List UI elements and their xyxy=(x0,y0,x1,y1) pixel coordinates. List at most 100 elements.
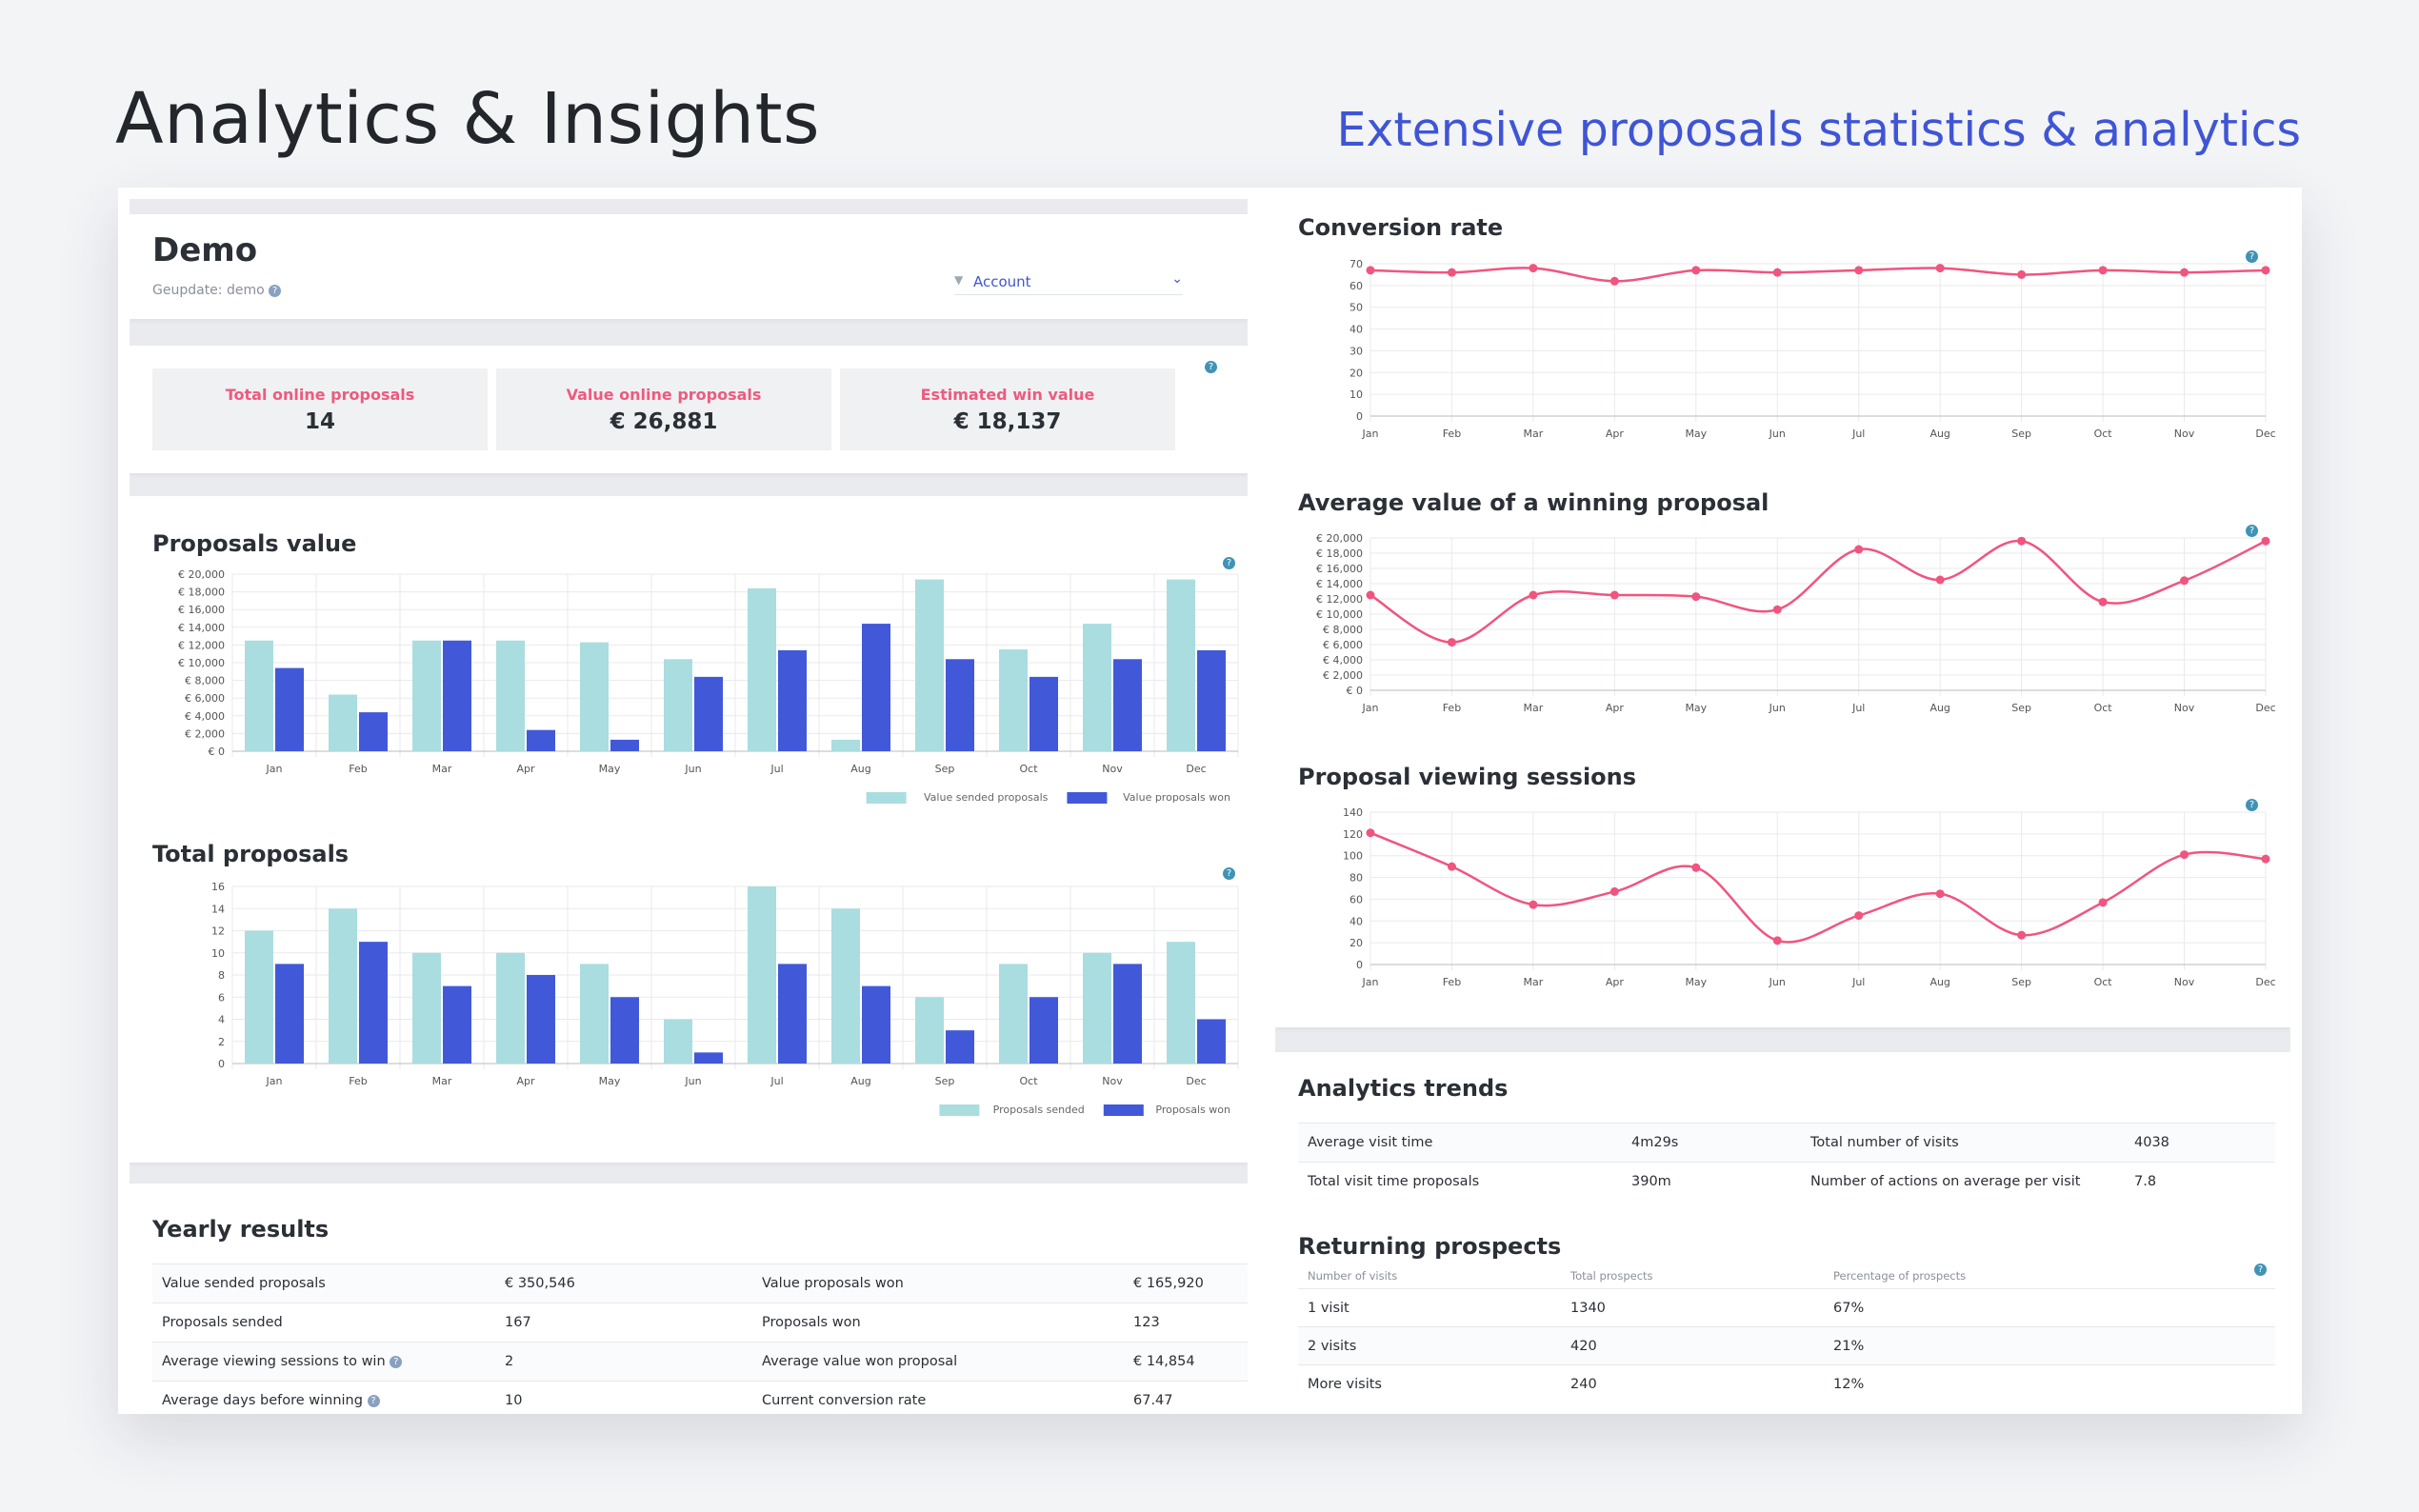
x-tick-label: Nov xyxy=(2174,702,2195,714)
table-cell: 167 xyxy=(495,1303,752,1343)
y-tick-label: 0 xyxy=(1356,959,1363,971)
x-tick-label: Aug xyxy=(1929,976,1949,988)
x-tick-label: Mar xyxy=(1524,702,1544,714)
y-tick-label: € 20,000 xyxy=(178,568,225,581)
data-point xyxy=(1691,592,1701,602)
help-icon[interactable]: ? xyxy=(1223,557,1235,569)
x-tick-label: May xyxy=(1685,428,1707,440)
x-tick-label: Jun xyxy=(1769,976,1786,988)
data-point xyxy=(1935,889,1945,899)
bar xyxy=(915,579,944,751)
bar xyxy=(275,667,304,751)
data-point xyxy=(2098,266,2108,275)
bar xyxy=(862,985,890,1064)
y-tick-label: € 18,000 xyxy=(1316,547,1363,560)
data-point xyxy=(1772,605,1782,614)
analytics-trends-table: Average visit time 4m29s Total number of… xyxy=(1298,1123,2275,1201)
x-tick-label: Jun xyxy=(684,763,701,775)
help-icon[interactable]: ? xyxy=(2246,799,2258,811)
table-row: 2 visits 420 21% xyxy=(1298,1326,2275,1365)
conversion-rate-chart: 0 10 20 30 40 50 60 70 Jan Feb Mar Apr May Jun Jul Aug S… xyxy=(1349,258,2276,440)
help-icon[interactable]: ? xyxy=(269,284,282,297)
account-select[interactable]: ▼ Account ⌄ xyxy=(954,271,1183,295)
help-icon[interactable]: ? xyxy=(2254,1263,2267,1276)
right-column: Conversion rate ? 0 10 20 30 40 50 60 70 Jan Feb M… xyxy=(1275,199,2290,1414)
bar xyxy=(610,997,639,1064)
data-point xyxy=(1772,268,1782,277)
y-tick-label: € 0 xyxy=(1347,685,1364,697)
data-point xyxy=(2017,930,2027,940)
y-tick-label: 40 xyxy=(1349,915,1363,927)
y-tick-label: 60 xyxy=(1349,893,1363,905)
table-row: Average visit time 4m29s Total number of… xyxy=(1298,1123,2275,1163)
bar xyxy=(245,930,273,1064)
column-header: Percentage of prospects xyxy=(1833,1269,1967,1283)
total-proposals-title: Total proposals xyxy=(152,841,350,867)
y-tick-label: 6 xyxy=(218,991,225,1004)
x-tick-label: Mar xyxy=(432,763,452,775)
account-select-label: Account xyxy=(973,273,1031,290)
bar xyxy=(610,739,639,751)
bar xyxy=(1197,649,1226,751)
data-point xyxy=(2017,536,2027,546)
kpi-label: Value online proposals xyxy=(566,386,762,404)
bar xyxy=(831,908,860,1064)
kpi-value: € 18,137 xyxy=(953,409,1062,434)
x-tick-label: Sep xyxy=(2011,702,2031,714)
y-tick-label: 16 xyxy=(211,881,225,893)
x-tick-label: Mar xyxy=(1524,428,1544,440)
table-cell: Value sended proposals xyxy=(152,1263,495,1303)
bar xyxy=(1167,579,1195,751)
data-point xyxy=(2098,597,2108,607)
table-cell: Average days before winning ? xyxy=(152,1381,495,1414)
bar xyxy=(1197,1019,1226,1064)
y-tick-label: € 12,000 xyxy=(1316,593,1363,606)
help-icon[interactable]: ? xyxy=(1223,867,1235,880)
y-tick-label: € 16,000 xyxy=(1316,563,1363,575)
kpi-card: Total online proposals 14 Value online p… xyxy=(130,346,1248,473)
demo-header-card: Demo Geupdate: demo ? ▼ Account ⌄ xyxy=(130,214,1248,319)
series-line xyxy=(1369,267,2267,283)
table-row: Average viewing sessions to win ? 2 Aver… xyxy=(152,1342,1248,1382)
help-icon[interactable]: ? xyxy=(2246,250,2258,263)
bar xyxy=(359,942,388,1064)
y-tick-label: € 6,000 xyxy=(185,692,225,705)
table-cell: 123 xyxy=(1124,1303,1248,1343)
analytics-trends-title: Analytics trends xyxy=(1298,1075,1509,1102)
help-icon[interactable]: ? xyxy=(2246,525,2258,537)
data-point xyxy=(1691,863,1701,872)
data-point xyxy=(1447,638,1456,647)
bar xyxy=(748,587,776,751)
y-tick-label: 4 xyxy=(218,1014,225,1026)
bar xyxy=(443,985,471,1064)
table-row: 1 visit 1340 67% xyxy=(1298,1288,2275,1327)
bar xyxy=(359,712,388,751)
table-row: Total visit time proposals 390m Number o… xyxy=(1298,1162,2275,1201)
table-cell: 7.8 xyxy=(2125,1162,2275,1201)
data-point xyxy=(2180,576,2189,586)
help-icon[interactable]: ? xyxy=(1205,361,1217,373)
table-cell: Proposals sended xyxy=(152,1303,495,1343)
table-cell: 21% xyxy=(1824,1326,2275,1365)
bar xyxy=(275,964,304,1064)
proposals-value-chart: € 0 € 2,000 € 4,000 € 6,000 € 8,000 € 10,000 €… xyxy=(178,568,1239,804)
bar xyxy=(831,739,860,751)
y-tick-label: € 10,000 xyxy=(178,657,225,669)
data-point xyxy=(1854,266,1864,275)
y-tick-label: 100 xyxy=(1343,850,1363,863)
table-cell: Current conversion rate xyxy=(752,1381,1124,1414)
y-tick-label: 8 xyxy=(218,969,225,982)
x-tick-label: Sep xyxy=(2011,976,2031,988)
x-tick-label: Jun xyxy=(1769,428,1786,440)
help-icon[interactable]: ? xyxy=(390,1355,403,1368)
y-tick-label: 20 xyxy=(1349,367,1363,379)
x-tick-label: Aug xyxy=(1929,702,1949,714)
data-point xyxy=(1447,268,1456,277)
y-tick-label: € 16,000 xyxy=(178,604,225,616)
y-tick-label: 12 xyxy=(211,925,225,938)
table-cell: Total visit time proposals xyxy=(1298,1162,1622,1201)
line-charts-card: Conversion rate ? 0 10 20 30 40 50 60 70 Jan Feb M… xyxy=(1275,199,2290,1027)
x-tick-label: Jan xyxy=(1362,428,1379,440)
total-proposals-chart: 0 2 4 6 8 10 12 14 16 Jan Feb Mar Apr May Jun Jul Aug Sep… xyxy=(211,881,1239,1116)
help-icon[interactable]: ? xyxy=(367,1394,380,1407)
